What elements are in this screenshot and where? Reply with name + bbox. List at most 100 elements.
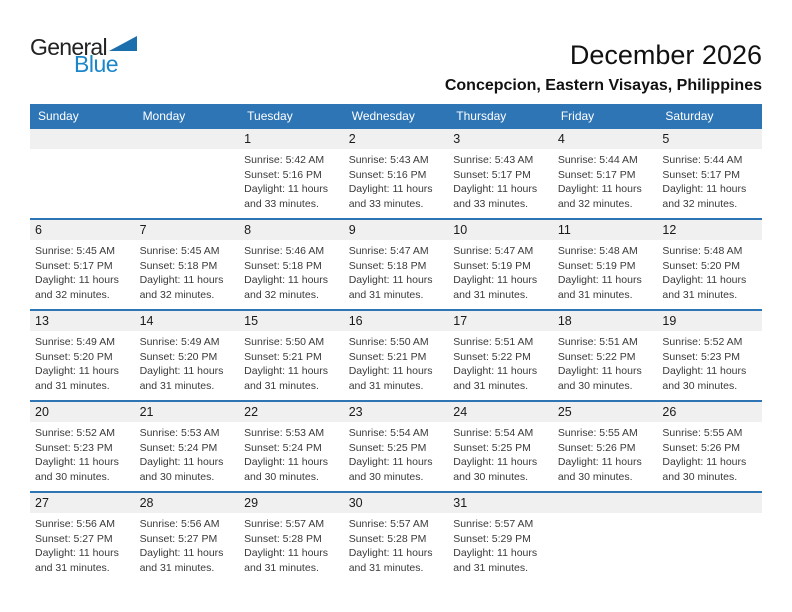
day-info: Sunrise: 5:44 AM Sunset: 5:17 PM Daylight:…	[657, 149, 762, 211]
day-info: Sunrise: 5:46 AM Sunset: 5:18 PM Daylight:…	[239, 240, 344, 302]
sunset-text: Sunset: 5:19 PM	[453, 259, 531, 272]
sunrise-text: Sunrise: 5:52 AM	[35, 427, 115, 439]
daylight-text: Daylight: 11 hours and 31 minutes.	[244, 365, 328, 392]
sunset-text: Sunset: 5:29 PM	[453, 532, 531, 545]
day-number: 2	[343, 129, 449, 149]
daylight-text: Daylight: 11 hours and 31 minutes.	[348, 547, 433, 574]
weekday-label: Thursday	[456, 108, 507, 123]
sunset-text: Sunset: 5:16 PM	[244, 168, 322, 181]
sunrise-text: Sunrise: 5:57 AM	[453, 518, 534, 530]
day-info: Sunrise: 5:47 AM Sunset: 5:19 PM Daylight:…	[448, 240, 553, 302]
day-cell: 10 Sunrise: 5:47 AM Sunset: 5:19 PM Dayligh…	[448, 220, 553, 309]
daylight-text: Daylight: 11 hours and 31 minutes.	[348, 274, 433, 301]
day-cell: 30 Sunrise: 5:57 AM Sunset: 5:28 PM Dayligh…	[343, 493, 449, 582]
day-info: Sunrise: 5:54 AM Sunset: 5:25 PM Daylight:…	[448, 422, 553, 484]
daylight-text: Daylight: 11 hours and 31 minutes.	[557, 274, 642, 301]
sunset-text: Sunset: 5:21 PM	[244, 350, 322, 363]
sunset-text: Sunset: 5:21 PM	[348, 350, 427, 363]
day-info: Sunrise: 5:53 AM Sunset: 5:24 PM Daylight:…	[135, 422, 240, 484]
day-number: 25	[552, 402, 658, 422]
day-cell: 12 Sunrise: 5:48 AM Sunset: 5:20 PM Dayligh…	[657, 220, 762, 309]
sunrise-text: Sunrise: 5:48 AM	[662, 245, 743, 257]
day-info: Sunrise: 5:47 AM Sunset: 5:18 PM Daylight:…	[344, 240, 449, 302]
day-info: Sunrise: 5:57 AM Sunset: 5:28 PM Daylight:…	[239, 513, 344, 575]
sunrise-text: Sunrise: 5:56 AM	[35, 518, 115, 530]
empty-day-cell	[30, 129, 135, 218]
day-cell: 1 Sunrise: 5:42 AM Sunset: 5:16 PM Daylight…	[239, 129, 344, 218]
daylight-text: Daylight: 11 hours and 31 minutes.	[35, 365, 119, 392]
sunrise-text: Sunrise: 5:47 AM	[453, 245, 534, 257]
empty-day-cell	[552, 493, 658, 582]
day-number: 30	[343, 493, 449, 513]
day-number: 20	[30, 402, 135, 422]
day-cell: 21 Sunrise: 5:53 AM Sunset: 5:24 PM Dayligh…	[134, 402, 240, 491]
sunrise-text: Sunrise: 5:55 AM	[662, 427, 743, 439]
sunrise-text: Sunrise: 5:53 AM	[139, 427, 220, 439]
daylight-text: Daylight: 11 hours and 30 minutes.	[662, 365, 747, 392]
weekday-label: Tuesday	[247, 108, 293, 123]
sunset-text: Sunset: 5:27 PM	[35, 532, 113, 545]
daylight-text: Daylight: 11 hours and 31 minutes.	[139, 547, 224, 574]
day-cell: 24 Sunrise: 5:54 AM Sunset: 5:25 PM Dayligh…	[448, 402, 553, 491]
sunrise-text: Sunrise: 5:43 AM	[453, 154, 534, 166]
daylight-text: Daylight: 11 hours and 31 minutes.	[453, 547, 538, 574]
day-number: 29	[239, 493, 344, 513]
day-number: 27	[30, 493, 135, 513]
day-number: 17	[448, 311, 553, 331]
sunrise-text: Sunrise: 5:57 AM	[348, 518, 429, 530]
day-info: Sunrise: 5:48 AM Sunset: 5:20 PM Daylight:…	[657, 240, 762, 302]
sunrise-text: Sunrise: 5:54 AM	[348, 427, 429, 439]
sunset-text: Sunset: 5:23 PM	[662, 350, 741, 363]
location-subtitle: Concepcion, Eastern Visayas, Philippines	[444, 77, 762, 94]
sunset-text: Sunset: 5:24 PM	[244, 441, 322, 454]
day-number: 14	[134, 311, 240, 331]
sunrise-text: Sunrise: 5:44 AM	[662, 154, 743, 166]
day-number: 15	[239, 311, 344, 331]
page-title: December 2026	[569, 40, 762, 70]
sunrise-text: Sunrise: 5:43 AM	[348, 154, 429, 166]
sunset-text: Sunset: 5:20 PM	[662, 259, 741, 272]
daylight-text: Daylight: 11 hours and 31 minutes.	[662, 274, 747, 301]
day-number	[134, 129, 240, 149]
day-info: Sunrise: 5:50 AM Sunset: 5:21 PM Daylight:…	[239, 331, 344, 393]
sunset-text: Sunset: 5:28 PM	[244, 532, 322, 545]
sunset-text: Sunset: 5:23 PM	[35, 441, 113, 454]
day-number	[657, 493, 762, 513]
sunset-text: Sunset: 5:17 PM	[453, 168, 531, 181]
day-info: Sunrise: 5:52 AM Sunset: 5:23 PM Daylight:…	[30, 422, 135, 484]
empty-day-cell	[657, 493, 762, 582]
sunrise-text: Sunrise: 5:57 AM	[244, 518, 325, 530]
day-number: 23	[343, 402, 449, 422]
day-number: 3	[448, 129, 553, 149]
daylight-text: Daylight: 11 hours and 33 minutes.	[453, 183, 538, 210]
day-number: 16	[343, 311, 449, 331]
day-number: 8	[239, 220, 344, 240]
day-info: Sunrise: 5:48 AM Sunset: 5:19 PM Daylight:…	[553, 240, 658, 302]
day-info: Sunrise: 5:43 AM Sunset: 5:16 PM Daylight:…	[344, 149, 449, 211]
sunrise-text: Sunrise: 5:50 AM	[244, 336, 325, 348]
sunset-text: Sunset: 5:27 PM	[139, 532, 218, 545]
sunset-text: Sunset: 5:25 PM	[348, 441, 427, 454]
day-info: Sunrise: 5:53 AM Sunset: 5:24 PM Daylight:…	[239, 422, 344, 484]
day-number: 6	[30, 220, 135, 240]
sunset-text: Sunset: 5:22 PM	[557, 350, 636, 363]
sunrise-text: Sunrise: 5:51 AM	[557, 336, 638, 348]
day-info: Sunrise: 5:55 AM Sunset: 5:26 PM Daylight:…	[657, 422, 762, 484]
day-info: Sunrise: 5:49 AM Sunset: 5:20 PM Daylight:…	[30, 331, 135, 393]
day-number: 12	[657, 220, 762, 240]
sunrise-text: Sunrise: 5:49 AM	[139, 336, 220, 348]
daylight-text: Daylight: 11 hours and 30 minutes.	[35, 456, 119, 483]
day-number: 9	[343, 220, 449, 240]
sunset-text: Sunset: 5:20 PM	[35, 350, 113, 363]
day-cell: 3 Sunrise: 5:43 AM Sunset: 5:17 PM Daylight…	[448, 129, 553, 218]
calendar-header: December 2026 Concepcion, Eastern Visaya…	[445, 40, 762, 95]
day-number: 19	[657, 311, 762, 331]
sunrise-text: Sunrise: 5:56 AM	[139, 518, 220, 530]
day-number: 4	[552, 129, 658, 149]
daylight-text: Daylight: 11 hours and 30 minutes.	[662, 456, 747, 483]
day-cell: 29 Sunrise: 5:57 AM Sunset: 5:28 PM Dayligh…	[239, 493, 344, 582]
day-cell: 13 Sunrise: 5:49 AM Sunset: 5:20 PM Dayligh…	[30, 311, 135, 400]
sunrise-text: Sunrise: 5:50 AM	[348, 336, 429, 348]
day-cell: 20 Sunrise: 5:52 AM Sunset: 5:23 PM Dayligh…	[30, 402, 135, 491]
